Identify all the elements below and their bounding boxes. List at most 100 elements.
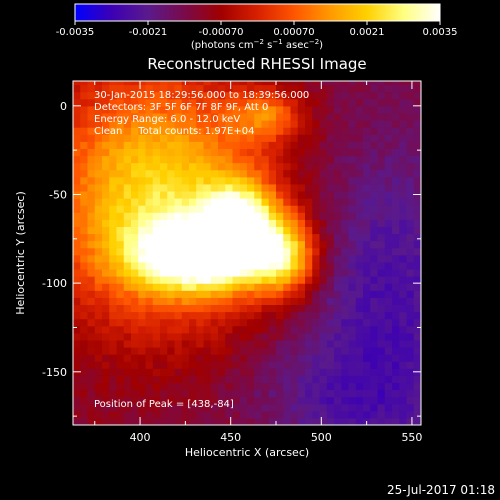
- heatmap-cell: [210, 81, 219, 86]
- colorbar: [74, 3, 441, 22]
- heatmap-cell: [254, 212, 263, 220]
- heatmap-cell: [305, 339, 313, 348]
- heatmap-cell: [334, 81, 342, 86]
- heatmap-cell: [399, 325, 408, 334]
- heatmap-cell: [319, 219, 328, 227]
- heatmap-cell: [370, 247, 379, 256]
- heatmap-cell: [268, 120, 277, 128]
- heatmap-cell: [377, 141, 386, 149]
- heatmap-cell: [189, 155, 197, 164]
- heatmap-cell: [123, 254, 132, 263]
- heatmap-cell: [326, 212, 335, 220]
- heatmap-cell: [363, 268, 371, 277]
- heatmap-cell: [145, 127, 154, 135]
- heatmap-cell: [268, 375, 277, 384]
- heatmap-cell: [218, 169, 226, 178]
- heatmap-cell: [348, 112, 357, 121]
- heatmap-cell: [218, 219, 226, 227]
- heatmap-cell: [94, 290, 103, 298]
- heatmap-cell: [87, 417, 96, 425]
- heatmap-cell: [109, 361, 118, 369]
- heatmap-cell: [363, 162, 371, 171]
- heatmap-cell: [116, 389, 125, 398]
- y-axis-label: Heliocentric Y (arcsec): [14, 191, 27, 315]
- heatmap-cell: [363, 354, 371, 362]
- heatmap-cell: [87, 410, 96, 419]
- heatmap-cell: [370, 354, 379, 362]
- heatmap-cell: [152, 162, 161, 171]
- heatmap-cell: [348, 169, 357, 178]
- heatmap-cell: [239, 205, 248, 213]
- heatmap-cell: [181, 297, 190, 306]
- heatmap-cell: [312, 254, 321, 263]
- heatmap-cell: [261, 120, 270, 128]
- heatmap-cell: [290, 346, 299, 355]
- heatmap-cell: [239, 276, 248, 284]
- heatmap-cell: [225, 205, 234, 213]
- heatmap-cell: [181, 205, 190, 213]
- heatmap-cell: [145, 276, 154, 284]
- heatmap-cell: [247, 410, 255, 419]
- heatmap-cell: [370, 346, 379, 355]
- heatmap-cell: [283, 389, 292, 398]
- heatmap-cell: [123, 368, 132, 376]
- heatmap-cell: [102, 183, 110, 192]
- heatmap-cell: [109, 311, 118, 320]
- heatmap-cell: [268, 410, 277, 419]
- heatmap-cell: [123, 247, 132, 256]
- heatmap-cell: [73, 283, 81, 291]
- heatmap-cell: [341, 226, 350, 235]
- heatmap-cell: [312, 290, 321, 298]
- heatmap-cell: [305, 297, 313, 306]
- heatmap-cell: [131, 240, 139, 249]
- heatmap-cell: [73, 226, 81, 235]
- heatmap-cell: [261, 346, 270, 355]
- heatmap-cell: [167, 98, 176, 107]
- heatmap-cell: [341, 120, 350, 128]
- heatmap-cell: [290, 361, 299, 369]
- heatmap-cell: [319, 332, 328, 341]
- heatmap-cell: [334, 240, 342, 249]
- heatmap-cell: [232, 226, 241, 235]
- heatmap-cell: [261, 226, 270, 235]
- heatmap-cell: [348, 290, 357, 298]
- heatmap-cell: [305, 155, 313, 164]
- heatmap-cell: [276, 81, 284, 86]
- heatmap-cell: [326, 112, 335, 121]
- heatmap-cell: [102, 219, 110, 227]
- heatmap-cell: [225, 219, 234, 227]
- heatmap-cell: [232, 155, 241, 164]
- heatmap-cell: [247, 389, 255, 398]
- heatmap-cell: [102, 120, 110, 128]
- heatmap-cell: [392, 98, 400, 107]
- heatmap-cell: [341, 247, 350, 256]
- heatmap-cell: [218, 247, 226, 256]
- heatmap-cell: [138, 91, 147, 100]
- heatmap-cell: [225, 389, 234, 398]
- heatmap-cell: [334, 261, 342, 270]
- heatmap-cell: [363, 169, 371, 178]
- heatmap-cell: [261, 375, 270, 384]
- heatmap-cell: [123, 290, 132, 298]
- heatmap-cell: [399, 403, 408, 412]
- heatmap-cell: [268, 127, 277, 135]
- heatmap-cell: [392, 127, 400, 135]
- heatmap-cell: [109, 183, 118, 192]
- colorbar-tick-label: -0.0021: [129, 27, 168, 38]
- heatmap-cell: [363, 127, 371, 135]
- heatmap-cell: [116, 417, 125, 425]
- heatmap-cell: [413, 127, 421, 135]
- heatmap-cell: [254, 318, 263, 327]
- heatmap-cell: [203, 98, 212, 107]
- heatmap-cell: [261, 112, 270, 121]
- heatmap-cell: [312, 311, 321, 320]
- heatmap-cell: [297, 198, 306, 206]
- heatmap-cell: [268, 212, 277, 220]
- heatmap-cell: [73, 304, 81, 313]
- heatmap-cell: [312, 105, 321, 114]
- heatmap-cell: [312, 155, 321, 164]
- heatmap-cell: [334, 382, 342, 391]
- heatmap-cell: [87, 240, 96, 249]
- heatmap-cell: [181, 268, 190, 277]
- heatmap-cell: [94, 155, 103, 164]
